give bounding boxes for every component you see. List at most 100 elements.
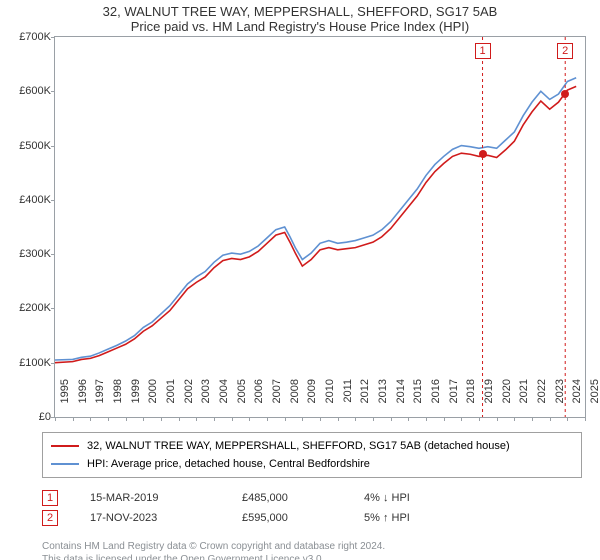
x-axis-label: 1995	[59, 379, 71, 419]
y-axis-label: £100K	[19, 357, 51, 369]
legend: 32, WALNUT TREE WAY, MEPPERSHALL, SHEFFO…	[42, 432, 582, 478]
event-row: 1 15-MAR-2019 £485,000 4% ↓ HPI	[42, 488, 564, 508]
x-tick	[320, 417, 321, 421]
x-tick	[55, 417, 56, 421]
x-axis-label: 2014	[395, 379, 407, 419]
x-axis-label: 2004	[218, 379, 230, 419]
series-property	[55, 86, 576, 362]
x-axis-label: 1997	[94, 379, 106, 419]
x-axis-label: 2015	[412, 379, 424, 419]
legend-row: HPI: Average price, detached house, Cent…	[51, 455, 573, 473]
x-tick	[73, 417, 74, 421]
x-tick	[179, 417, 180, 421]
x-axis-label: 2016	[430, 379, 442, 419]
x-tick	[373, 417, 374, 421]
y-tick	[51, 254, 55, 255]
x-tick	[444, 417, 445, 421]
x-axis-label: 2013	[377, 379, 389, 419]
event-delta: 5% ↑ HPI	[364, 512, 454, 524]
x-axis-label: 1998	[112, 379, 124, 419]
x-axis-label: 2022	[536, 379, 548, 419]
x-axis-label: 2011	[342, 379, 354, 419]
event-tag: 1	[42, 490, 58, 506]
event-tag: 2	[42, 510, 58, 526]
legend-label: HPI: Average price, detached house, Cent…	[87, 458, 370, 470]
x-tick	[497, 417, 498, 421]
y-tick	[51, 146, 55, 147]
y-tick	[51, 37, 55, 38]
event-row: 2 17-NOV-2023 £595,000 5% ↑ HPI	[42, 508, 564, 528]
x-tick	[196, 417, 197, 421]
event-date: 17-NOV-2023	[90, 512, 210, 524]
x-axis-label: 2010	[324, 379, 336, 419]
x-axis-label: 1999	[130, 379, 142, 419]
events-table: 1 15-MAR-2019 £485,000 4% ↓ HPI 2 17-NOV…	[42, 488, 564, 528]
x-axis-label: 2000	[147, 379, 159, 419]
x-axis-label: 2025	[589, 379, 600, 419]
x-tick	[90, 417, 91, 421]
chart-title: 32, WALNUT TREE WAY, MEPPERSHALL, SHEFFO…	[0, 0, 600, 34]
x-axis-label: 2007	[271, 379, 283, 419]
x-tick	[355, 417, 356, 421]
x-tick	[550, 417, 551, 421]
legend-label: 32, WALNUT TREE WAY, MEPPERSHALL, SHEFFO…	[87, 440, 510, 452]
footnote-line: This data is licensed under the Open Gov…	[42, 553, 564, 560]
event-tag: 2	[557, 43, 573, 59]
y-axis-label: £600K	[19, 85, 51, 97]
y-tick	[51, 200, 55, 201]
x-tick	[214, 417, 215, 421]
x-tick	[232, 417, 233, 421]
x-tick	[585, 417, 586, 421]
x-axis-label: 2006	[253, 379, 265, 419]
y-axis-label: £700K	[19, 31, 51, 43]
x-tick	[267, 417, 268, 421]
x-tick	[461, 417, 462, 421]
x-tick	[249, 417, 250, 421]
x-axis-label: 2001	[165, 379, 177, 419]
x-axis-label: 2017	[448, 379, 460, 419]
event-tag: 1	[475, 43, 491, 59]
event-marker	[479, 150, 487, 158]
x-axis-label: 2018	[465, 379, 477, 419]
x-axis-label: 2019	[483, 379, 495, 419]
legend-swatch	[51, 463, 79, 465]
chart-plot-area: £0£100K£200K£300K£400K£500K£600K£700K199…	[54, 36, 586, 418]
chart-svg	[55, 37, 585, 417]
event-date: 15-MAR-2019	[90, 492, 210, 504]
footnote: Contains HM Land Registry data © Crown c…	[42, 540, 564, 560]
y-axis-label: £300K	[19, 248, 51, 260]
x-axis-label: 2012	[359, 379, 371, 419]
event-price: £485,000	[242, 492, 332, 504]
x-tick	[567, 417, 568, 421]
x-tick	[408, 417, 409, 421]
x-tick	[161, 417, 162, 421]
x-axis-label: 2021	[518, 379, 530, 419]
x-tick	[514, 417, 515, 421]
series-hpi	[55, 78, 576, 360]
title-line-2: Price paid vs. HM Land Registry's House …	[0, 19, 600, 34]
x-axis-label: 2002	[183, 379, 195, 419]
title-line-1: 32, WALNUT TREE WAY, MEPPERSHALL, SHEFFO…	[0, 4, 600, 19]
x-tick	[285, 417, 286, 421]
x-axis-label: 2009	[306, 379, 318, 419]
x-axis-label: 2020	[501, 379, 513, 419]
x-tick	[302, 417, 303, 421]
x-tick	[143, 417, 144, 421]
legend-swatch	[51, 445, 79, 447]
x-axis-label: 2003	[200, 379, 212, 419]
x-tick	[426, 417, 427, 421]
y-axis-label: £0	[39, 411, 51, 423]
x-axis-label: 2005	[236, 379, 248, 419]
legend-row: 32, WALNUT TREE WAY, MEPPERSHALL, SHEFFO…	[51, 437, 573, 455]
y-axis-label: £500K	[19, 140, 51, 152]
x-axis-label: 2023	[554, 379, 566, 419]
x-axis-label: 2008	[289, 379, 301, 419]
y-tick	[51, 308, 55, 309]
x-axis-label: 1996	[77, 379, 89, 419]
x-tick	[108, 417, 109, 421]
y-axis-label: £200K	[19, 302, 51, 314]
event-price: £595,000	[242, 512, 332, 524]
event-delta: 4% ↓ HPI	[364, 492, 454, 504]
x-tick	[532, 417, 533, 421]
x-axis-label: 2024	[571, 379, 583, 419]
